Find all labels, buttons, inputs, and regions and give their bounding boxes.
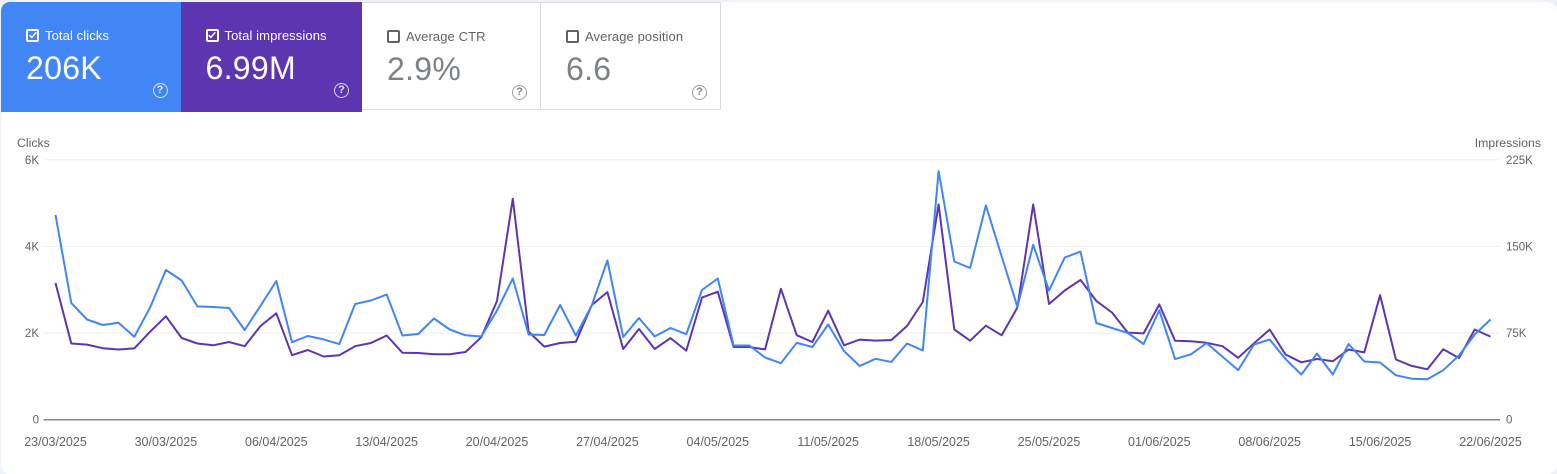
- svg-text:18/05/2025: 18/05/2025: [907, 435, 970, 449]
- svg-text:25/05/2025: 25/05/2025: [1018, 435, 1081, 449]
- svg-text:13/04/2025: 13/04/2025: [355, 435, 418, 449]
- svg-text:75K: 75K: [1506, 328, 1527, 340]
- svg-text:2K: 2K: [25, 328, 39, 340]
- svg-text:11/05/2025: 11/05/2025: [797, 435, 859, 449]
- svg-text:225K: 225K: [1506, 155, 1533, 167]
- svg-text:04/05/2025: 04/05/2025: [687, 435, 750, 449]
- svg-text:30/03/2025: 30/03/2025: [135, 435, 198, 449]
- svg-text:08/06/2025: 08/06/2025: [1238, 435, 1301, 449]
- svg-text:4K: 4K: [25, 241, 39, 253]
- svg-text:6K: 6K: [25, 155, 39, 167]
- svg-text:20/04/2025: 20/04/2025: [466, 435, 529, 449]
- svg-text:22/06/2025: 22/06/2025: [1459, 435, 1522, 449]
- svg-text:150K: 150K: [1506, 241, 1533, 253]
- svg-text:06/04/2025: 06/04/2025: [245, 435, 308, 449]
- svg-text:0: 0: [1506, 415, 1512, 427]
- svg-text:15/06/2025: 15/06/2025: [1349, 435, 1412, 449]
- svg-text:01/06/2025: 01/06/2025: [1128, 435, 1191, 449]
- svg-text:27/04/2025: 27/04/2025: [576, 435, 639, 449]
- svg-text:0: 0: [33, 415, 39, 427]
- svg-text:23/03/2025: 23/03/2025: [24, 435, 87, 449]
